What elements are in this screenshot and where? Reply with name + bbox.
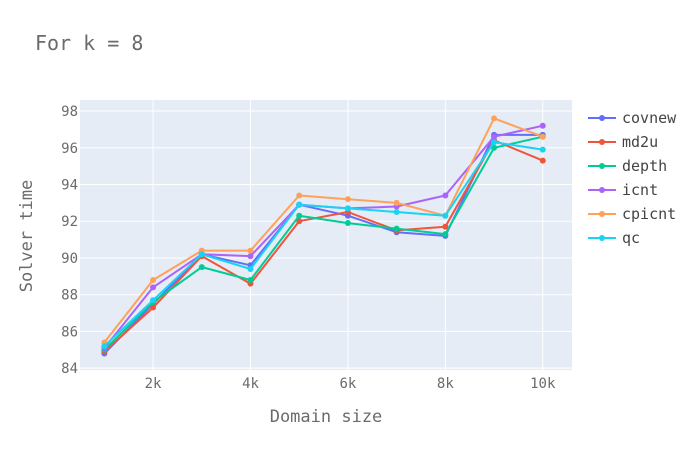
data-point-md2u [150, 304, 157, 311]
legend-marker [599, 187, 605, 193]
y-tick-label: 98 [61, 104, 78, 120]
data-point-cpicnt [296, 192, 303, 199]
series-group [101, 115, 546, 357]
legend-marker [599, 115, 605, 121]
data-point-depth [198, 264, 205, 271]
y-tick-label: 88 [61, 288, 78, 304]
legend-item-depth[interactable]: depth [588, 157, 667, 175]
legend-item-icnt[interactable]: icnt [588, 181, 658, 199]
y-tick-label: 86 [61, 324, 78, 340]
data-point-icnt [442, 192, 449, 199]
legend-label: cpicnt [622, 205, 676, 223]
series-line-depth [103, 135, 544, 351]
plot-area [80, 100, 572, 370]
data-point-cpicnt [247, 247, 254, 254]
data-point-depth [344, 220, 351, 227]
data-point-depth [296, 212, 303, 219]
data-point-qc [101, 343, 108, 350]
legend-label: qc [622, 229, 640, 247]
x-tick-label: 6k [339, 376, 356, 392]
legend-item-md2u[interactable]: md2u [588, 133, 658, 151]
data-point-depth [247, 277, 254, 283]
y-axis-title: Solver time [17, 180, 37, 293]
y-tick-label: 92 [61, 214, 78, 230]
data-point-qc [344, 205, 351, 212]
y-tick-label: 96 [61, 141, 78, 157]
y-axis-ticks: 84 86 88 90 92 94 96 98 [61, 104, 78, 377]
legend-label: covnew [622, 109, 677, 127]
series-line-qc [103, 141, 543, 347]
data-point-depth [393, 225, 400, 232]
data-point-cpicnt [344, 196, 351, 203]
data-point-cpicnt [539, 133, 546, 140]
series-qc [101, 139, 546, 350]
data-point-qc [296, 201, 303, 208]
data-point-cpicnt [150, 277, 157, 283]
legend-marker [599, 235, 605, 241]
legend-label: md2u [622, 133, 658, 151]
legend-item-cpicnt[interactable]: cpicnt [588, 205, 676, 223]
data-point-qc [247, 265, 254, 272]
data-point-qc [539, 146, 546, 153]
legend-label: icnt [622, 181, 658, 199]
data-point-icnt [150, 284, 157, 291]
data-point-cpicnt [393, 199, 400, 206]
y-tick-label: 90 [61, 251, 78, 267]
data-point-qc [198, 251, 205, 258]
data-point-qc [150, 297, 157, 304]
y-tick-label: 94 [61, 177, 78, 193]
data-point-md2u [442, 223, 449, 230]
data-point-icnt [539, 122, 546, 129]
x-axis-ticks: 2k 4k 6k 8k 10k [145, 376, 556, 392]
legend-item-qc[interactable]: qc [588, 229, 640, 247]
series-line-cpicnt [103, 117, 544, 344]
legend-marker [599, 211, 605, 217]
data-point-icnt [247, 253, 254, 260]
legend-item-covnew[interactable]: covnew [588, 109, 677, 127]
y-tick-label: 84 [61, 361, 78, 377]
data-point-qc [393, 209, 400, 216]
legend-marker [599, 139, 605, 145]
data-point-cpicnt [491, 115, 498, 122]
data-point-icnt [491, 133, 498, 140]
x-tick-label: 10k [530, 376, 556, 392]
chart-title: For k = 8 [35, 31, 143, 55]
series-cpicnt [101, 115, 546, 346]
legend-marker [599, 163, 605, 169]
x-axis-title: Domain size [270, 407, 383, 427]
legend-label: depth [622, 157, 667, 175]
data-point-qc [491, 139, 498, 146]
x-tick-label: 8k [437, 376, 454, 392]
data-point-depth [442, 231, 449, 238]
data-point-md2u [296, 218, 303, 225]
data-point-md2u [539, 157, 546, 164]
legend[interactable]: covnew md2u depth icnt cpicnt qc [588, 109, 677, 247]
data-point-qc [442, 212, 449, 219]
x-tick-label: 2k [145, 376, 162, 392]
x-tick-label: 4k [242, 376, 259, 392]
series-line-md2u [103, 139, 544, 353]
